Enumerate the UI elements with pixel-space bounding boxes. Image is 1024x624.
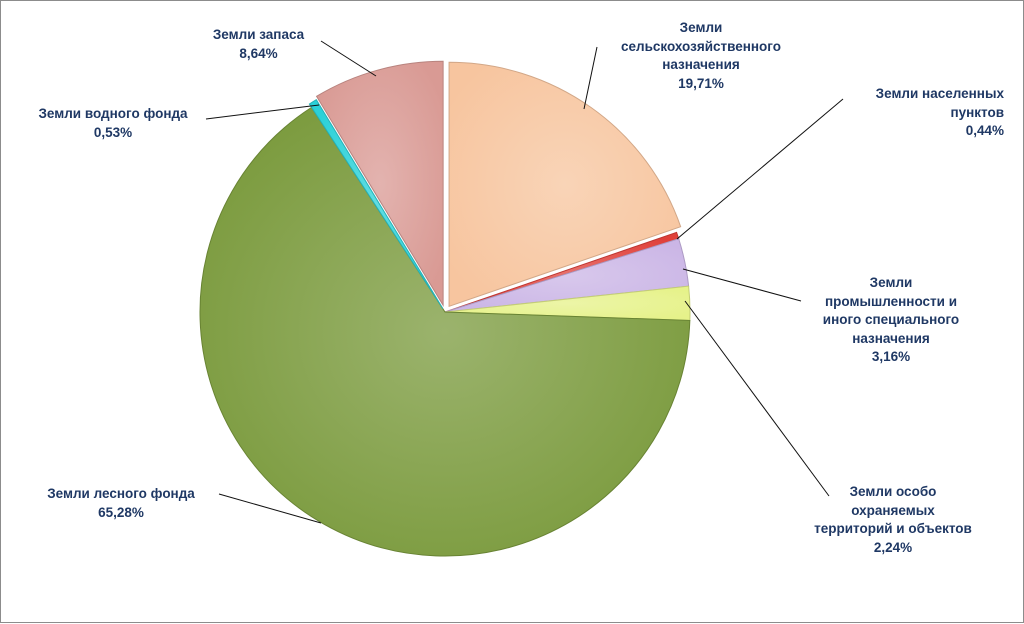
label-protected: Земли особо охраняемых территорий и объе… xyxy=(814,484,972,555)
leader-line-reserve xyxy=(320,40,377,77)
leader-line-water xyxy=(205,104,320,120)
label-settle: Земли населенных пунктов 0,44% xyxy=(875,86,1004,138)
pie-slice-reserve xyxy=(315,60,444,308)
leader-line-forest xyxy=(218,493,322,524)
pie-slice-agri xyxy=(448,61,682,308)
label-agri: Земли сельскохозяйственного назначения 1… xyxy=(620,20,781,91)
label-forest: Земли лесного фонда 65,28% xyxy=(47,486,195,520)
pie-slice-forest xyxy=(199,106,691,557)
leader-line-agri xyxy=(583,46,598,110)
pie-slice-water xyxy=(308,99,444,309)
leader-line-industry xyxy=(682,268,802,302)
leader-line-protected xyxy=(684,300,830,497)
label-water: Земли водного фонда 0,53% xyxy=(38,106,188,140)
leader-line-settle xyxy=(676,98,844,240)
label-reserve: Земли запаса 8,64% xyxy=(212,27,305,61)
label-industry: Земли промышленности и иного специальног… xyxy=(822,275,960,364)
